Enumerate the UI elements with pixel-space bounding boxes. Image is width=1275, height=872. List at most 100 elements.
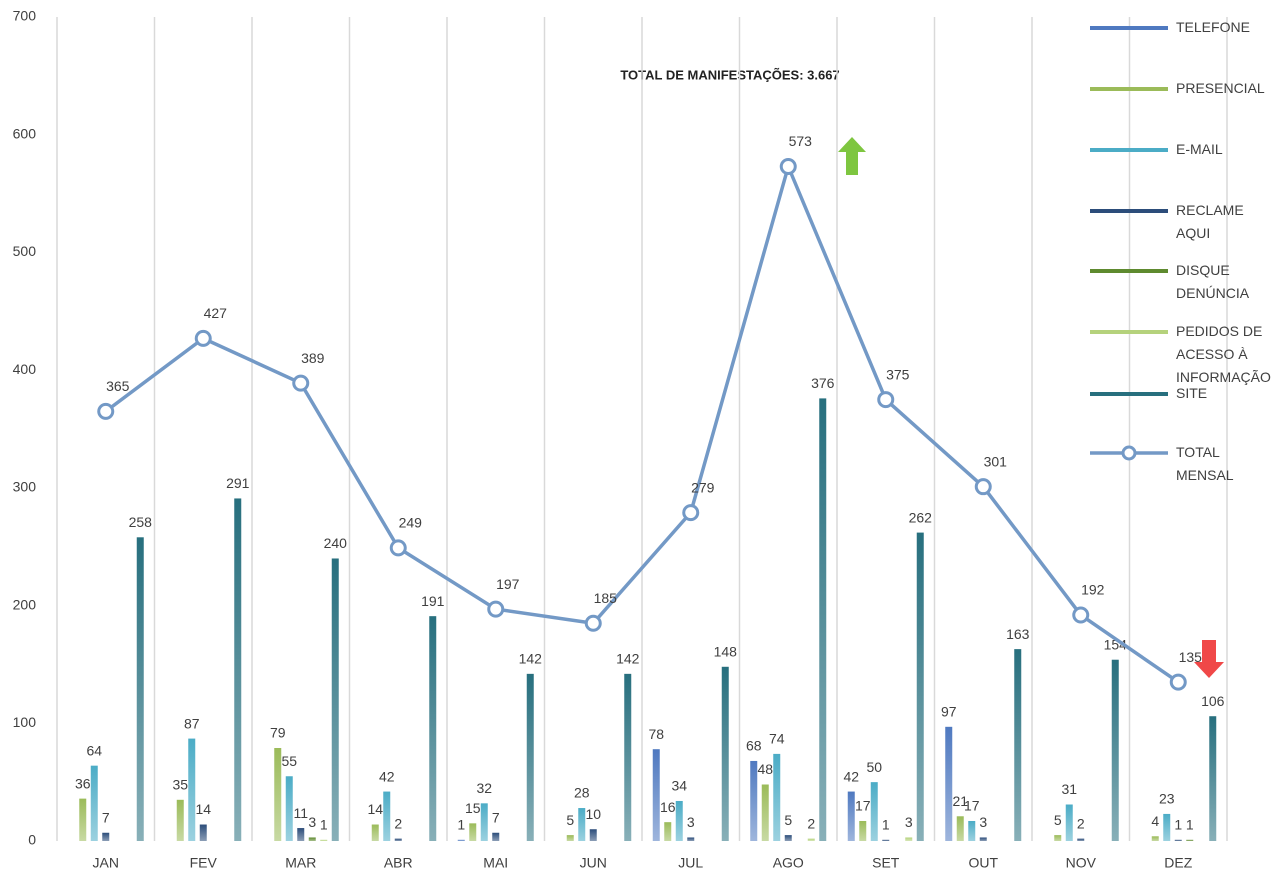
- data-label: 36: [75, 775, 91, 791]
- data-label: 3: [687, 814, 695, 830]
- data-label: 262: [909, 509, 933, 525]
- total-point: [974, 478, 992, 496]
- legend-swatch: [1090, 26, 1168, 30]
- bar: [859, 820, 867, 841]
- x-tick-label: AGO: [773, 855, 804, 871]
- data-label: 573: [789, 133, 813, 149]
- data-label: 78: [648, 726, 664, 742]
- bar: [784, 835, 792, 841]
- data-label: 1: [1186, 817, 1194, 833]
- y-tick-label: 100: [13, 714, 37, 730]
- bar: [176, 799, 184, 841]
- data-label: 376: [811, 375, 835, 391]
- bar: [383, 791, 391, 841]
- bar: [979, 837, 987, 841]
- data-label: 1: [1174, 817, 1182, 833]
- x-tick-label: JAN: [93, 855, 119, 871]
- y-tick-label: 500: [13, 243, 37, 259]
- legend-swatch: [1090, 209, 1168, 213]
- data-label: 375: [886, 366, 910, 382]
- data-label: 154: [1104, 636, 1128, 652]
- bar: [819, 398, 827, 841]
- bar: [526, 673, 534, 841]
- data-label: 185: [594, 590, 618, 606]
- bar: [1209, 716, 1217, 841]
- x-tick-label: MAR: [285, 855, 316, 871]
- x-tick-label: SET: [872, 855, 900, 871]
- chart-title: TOTAL DE MANIFESTAÇÕES: 3.667: [620, 67, 839, 82]
- legend-label: RECLAME AQUI: [1176, 202, 1244, 241]
- data-label: 42: [379, 768, 395, 784]
- data-label: 5: [566, 812, 574, 828]
- bar: [578, 808, 586, 841]
- data-label: 2: [1077, 815, 1085, 831]
- data-label: 48: [757, 761, 773, 777]
- total-point: [389, 539, 407, 557]
- bar: [1077, 838, 1085, 841]
- data-label: 427: [204, 305, 228, 321]
- x-tick-label: JUL: [678, 855, 703, 871]
- bar: [624, 673, 632, 841]
- x-tick-label: FEV: [190, 855, 218, 871]
- bar: [102, 832, 110, 841]
- bar: [1163, 813, 1171, 841]
- y-tick-label: 600: [13, 125, 37, 141]
- bar: [1111, 659, 1119, 841]
- bar: [566, 835, 574, 841]
- x-tick-label: NOV: [1066, 855, 1097, 871]
- bar: [285, 776, 293, 841]
- data-label: 14: [195, 801, 211, 817]
- data-label: 258: [129, 514, 153, 530]
- bar: [870, 782, 878, 841]
- bar: [308, 837, 316, 841]
- legend-swatch: [1090, 87, 1168, 91]
- legend-swatch: [1090, 269, 1168, 273]
- data-label: 55: [281, 753, 297, 769]
- bar: [371, 824, 379, 841]
- total-point: [292, 374, 310, 392]
- total-line: [104, 161, 1180, 684]
- data-label: 279: [691, 479, 715, 495]
- data-label: 5: [784, 812, 792, 828]
- y-tick-label: 200: [13, 596, 37, 612]
- bar: [956, 816, 964, 841]
- legend-swatch: [1090, 330, 1168, 334]
- total-point: [682, 504, 700, 522]
- data-label: 17: [855, 798, 871, 814]
- data-label: 2: [807, 815, 815, 831]
- data-label: 10: [585, 806, 601, 822]
- data-label: 34: [671, 778, 687, 794]
- data-label: 249: [399, 515, 423, 531]
- x-tick-label: ABR: [384, 855, 413, 871]
- total-point: [1169, 673, 1187, 691]
- data-label: 2: [394, 815, 402, 831]
- data-label: 23: [1159, 791, 1175, 807]
- legend-label: TELEFONE: [1176, 19, 1250, 35]
- legend-label: PEDIDOS DE ACESSO À INFORMAÇÃO: [1176, 323, 1271, 385]
- bar: [136, 537, 144, 841]
- data-label: 142: [616, 651, 640, 667]
- bar: [1065, 804, 1073, 841]
- bar: [492, 832, 500, 841]
- data-label: 50: [866, 759, 882, 775]
- data-label: 197: [496, 576, 520, 592]
- legend-label: TOTAL MENSAL: [1176, 444, 1234, 483]
- bar: [773, 753, 781, 841]
- bar: [480, 803, 488, 841]
- bar: [274, 748, 282, 841]
- bar: [234, 498, 242, 841]
- y-tick-label: 300: [13, 479, 37, 495]
- data-label: 32: [476, 780, 492, 796]
- data-label: 97: [941, 704, 957, 720]
- data-label: 15: [465, 800, 481, 816]
- data-label: 163: [1006, 626, 1030, 642]
- legend-label: PRESENCIAL: [1176, 80, 1265, 96]
- data-label: 3: [308, 814, 316, 830]
- bar: [188, 738, 196, 841]
- legend-label: SITE: [1176, 385, 1208, 401]
- data-label: 389: [301, 350, 325, 366]
- bar: [664, 822, 672, 841]
- data-label: 365: [106, 378, 130, 394]
- bar: [882, 839, 890, 841]
- bar: [945, 726, 953, 841]
